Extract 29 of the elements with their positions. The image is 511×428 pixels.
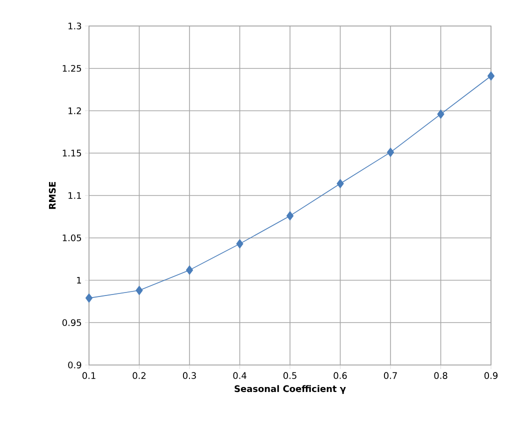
y-axis-title: RMSE: [48, 182, 56, 209]
point: [186, 265, 194, 275]
y-tick-label: 1.3: [68, 22, 82, 30]
x-tick-label: 0.5: [283, 372, 296, 379]
x-axis-title: Seasonal Coefficient γ: [234, 385, 346, 394]
x-tick-label: 0.2: [132, 372, 146, 379]
point: [85, 293, 93, 303]
x-tick-label: 0.8: [434, 372, 448, 379]
x-tick-label: 0.3: [182, 372, 196, 379]
point: [336, 179, 344, 188]
point: [136, 286, 143, 295]
point: [437, 110, 444, 119]
y-tick-label: 1.05: [62, 234, 82, 242]
y-tick-label: 0.95: [62, 319, 82, 326]
y-tick-label: 1.1: [68, 192, 81, 199]
x-tick-label: 0.9: [484, 372, 498, 379]
x-tick-label: 0.4: [233, 372, 246, 379]
y-tick-label: 1: [77, 276, 81, 284]
y-tick-label: 1.2: [68, 107, 81, 114]
y-tick-label: 1.25: [62, 64, 82, 72]
x-tick-label: 0.6: [334, 372, 347, 379]
y-tick-label: 1.15: [62, 150, 82, 156]
y-tick-label: 0.9: [68, 362, 82, 368]
point: [236, 239, 244, 248]
x-tick-label: 0.7: [384, 372, 397, 379]
point: [286, 211, 294, 220]
x-tick-label: 0.1: [82, 372, 96, 379]
point: [386, 148, 394, 157]
point: [487, 71, 495, 81]
